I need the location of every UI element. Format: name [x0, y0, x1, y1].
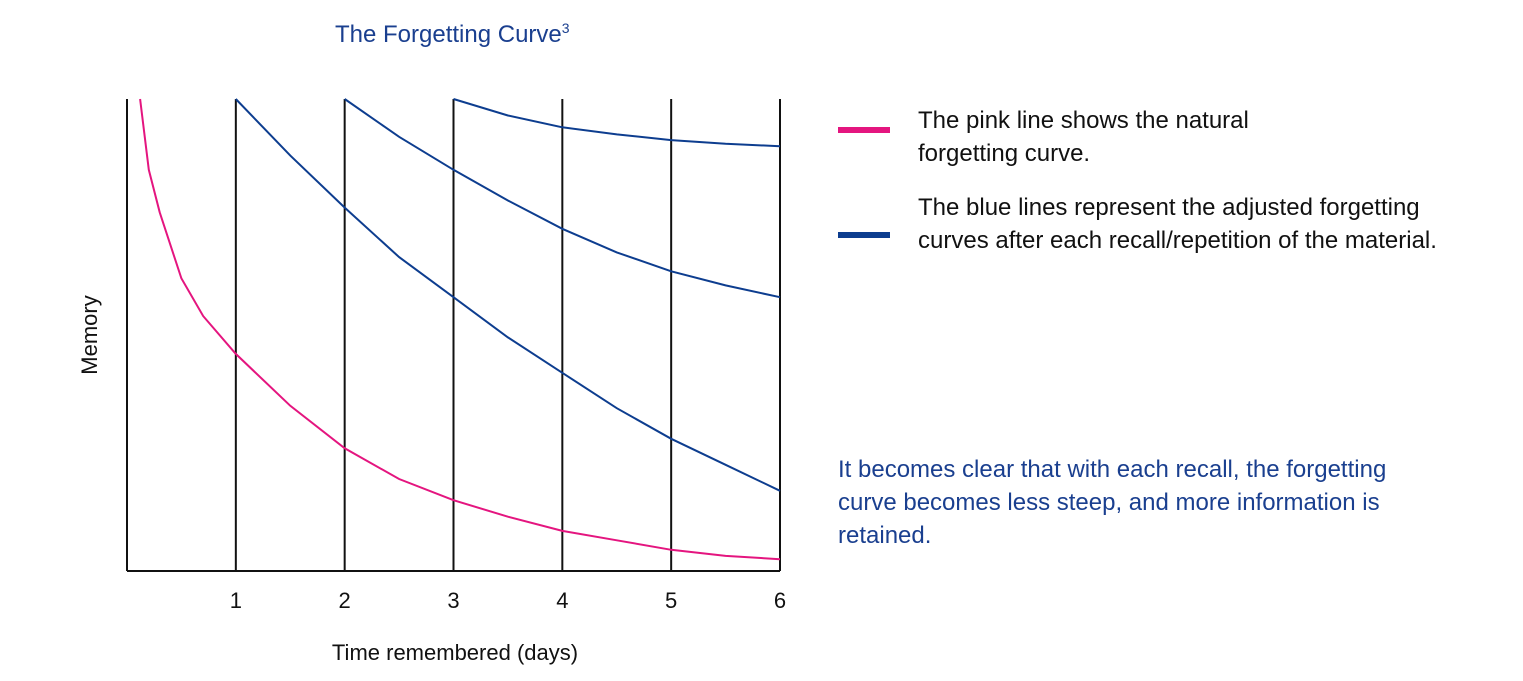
adjusted-forgetting-curve-1	[235, 98, 781, 492]
y-axis-label: Memory	[77, 295, 102, 375]
x-tick-label: 1	[230, 588, 242, 613]
conclusion-note: It becomes clear that with each recall, …	[838, 456, 1387, 549]
natural-forgetting-curve	[139, 98, 781, 561]
chart-title: The Forgetting Curve3	[335, 20, 570, 49]
vertical-lines	[234, 99, 781, 571]
x-tick-label: 2	[339, 588, 351, 613]
adjusted-forgetting-curve-3	[453, 98, 781, 148]
legend-text-pink: The pink line shows the natural forgetti…	[918, 107, 1249, 167]
chart-title-text: The Forgetting Curve	[335, 21, 562, 48]
x-axis-label: Time remembered (days)	[331, 640, 579, 665]
legend-text-blue: The blue lines represent the adjusted fo…	[918, 194, 1437, 254]
adjusted-forgetting-curve-2	[344, 98, 781, 299]
axes	[126, 99, 780, 572]
legend-swatch-pink	[838, 127, 890, 133]
x-tick-label: 6	[774, 588, 786, 613]
x-tick-label: 4	[556, 588, 568, 613]
legend-swatch-blue	[838, 232, 890, 238]
x-tick-label: 5	[665, 588, 677, 613]
series-group	[139, 98, 781, 561]
x-tick-label: 3	[447, 588, 459, 613]
chart-title-superscript: 3	[561, 20, 570, 36]
tick-labels: 1 2 3 4 5 6	[230, 588, 786, 613]
